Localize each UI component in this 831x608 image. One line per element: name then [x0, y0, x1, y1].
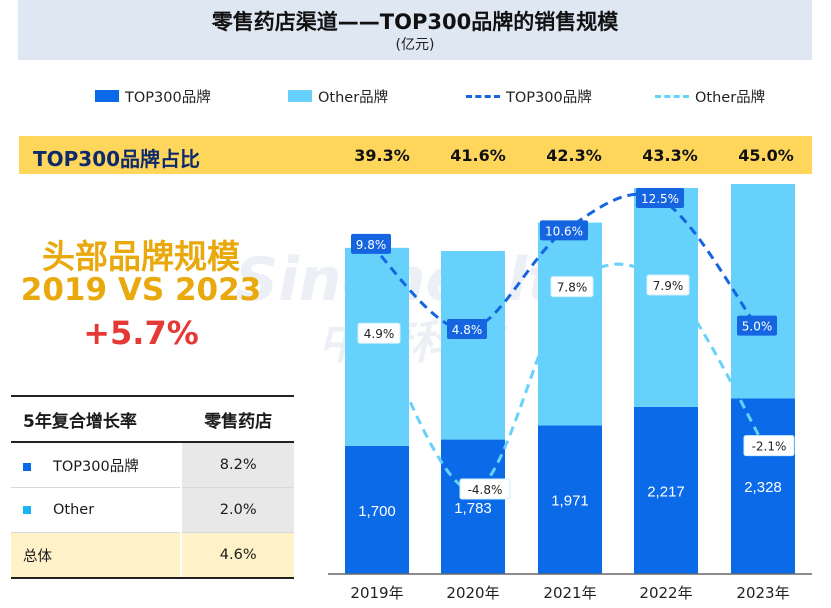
- point-label: 5.0%: [742, 320, 773, 334]
- bar-top300: [538, 425, 602, 574]
- bar-other: [634, 187, 698, 407]
- legend-dash: [466, 94, 500, 98]
- bar-other: [345, 247, 409, 446]
- point-label: 10.6%: [545, 224, 583, 238]
- row-name: TOP300品牌: [53, 458, 139, 475]
- bar-top300: [634, 406, 698, 574]
- legend-item-top300-line: TOP300品牌: [466, 86, 592, 106]
- point-label-bg: [550, 276, 594, 298]
- table-row: Other 2.0%: [11, 487, 294, 533]
- point-label: 4.9%: [364, 327, 395, 341]
- row-value: 8.2%: [180, 442, 294, 488]
- row-name: 总体: [11, 532, 182, 579]
- legend-item-other-line: Other品牌: [655, 86, 765, 106]
- x-tick-label: 2021年: [543, 584, 596, 602]
- row-value: 4.6%: [180, 532, 294, 579]
- headline-title: 头部品牌规模: [42, 237, 240, 276]
- share-band: TOP300品牌占比 39.3% 41.6% 42.3% 43.3% 45.0%: [19, 136, 812, 174]
- point-label-bg: [636, 188, 684, 208]
- point-label-bg: [447, 319, 487, 339]
- title-band: 零售药店渠道——TOP300品牌的销售规模 (亿元): [18, 0, 812, 60]
- bar-value-label: 2,328: [744, 479, 782, 496]
- point-label: 4.8%: [452, 323, 483, 337]
- point-label-bg: [459, 478, 511, 500]
- legend-label: TOP300品牌: [125, 89, 211, 106]
- table-row: TOP300品牌 8.2%: [11, 442, 294, 488]
- legend-item-top300-bar: TOP300品牌: [95, 86, 211, 106]
- series-line-other: [377, 262, 767, 492]
- point-label: -2.1%: [752, 440, 787, 454]
- bar-other: [731, 183, 795, 399]
- bullet-icon: [23, 462, 31, 471]
- legend-item-other-bar: Other品牌: [288, 86, 388, 106]
- bar-value-label: 1,700: [358, 503, 396, 520]
- point-label: 9.8%: [356, 238, 387, 252]
- table-row: 总体 4.6%: [11, 532, 294, 579]
- bar-other: [441, 251, 505, 440]
- headline-growth: +5.7%: [83, 314, 199, 352]
- chart-title: 零售药店渠道——TOP300品牌的销售规模: [211, 10, 619, 34]
- legend-swatch: [95, 90, 119, 102]
- bar-value-label: 2,217: [647, 483, 685, 500]
- bullet-icon: [23, 506, 31, 514]
- cagr-table: 5年复合增长率 零售药店 TOP300品牌 8.2% Other 2.0% 总体…: [11, 395, 294, 579]
- x-tick-label: 2022年: [639, 584, 692, 602]
- legend-swatch: [288, 90, 312, 102]
- x-tick-label: 2023年: [736, 584, 789, 602]
- share-label: TOP300品牌占比: [33, 147, 201, 171]
- point-label: 7.9%: [653, 279, 684, 293]
- point-label-bg: [743, 435, 795, 457]
- share-value: 45.0%: [738, 146, 794, 165]
- point-label-bg: [540, 220, 588, 241]
- legend-label: TOP300品牌: [506, 89, 592, 106]
- bar-value-label: 1,971: [551, 493, 589, 510]
- point-label-bg: [351, 233, 391, 254]
- watermark-text: Sinohealth: [235, 245, 599, 315]
- legend-dash: [655, 94, 689, 98]
- bar-value-label: 1,783: [454, 500, 492, 517]
- point-label-bg: [646, 274, 690, 296]
- row-name: Other: [53, 502, 95, 518]
- point-label-bg: [357, 322, 401, 344]
- chart-subtitle: (亿元): [395, 37, 435, 53]
- cagr-header: 零售药店: [180, 395, 294, 443]
- point-label: 12.5%: [641, 192, 679, 206]
- row-value: 2.0%: [180, 487, 294, 533]
- share-value: 41.6%: [450, 146, 506, 165]
- cagr-header: 5年复合增长率: [11, 395, 182, 443]
- point-label: -4.8%: [468, 483, 503, 497]
- headline-years: 2019 VS 2023: [20, 272, 262, 308]
- x-tick-label: 2020年: [446, 584, 499, 602]
- share-value: 42.3%: [546, 146, 602, 165]
- share-value: 43.3%: [642, 146, 698, 165]
- point-label-bg: [737, 315, 777, 336]
- point-label: 7.8%: [557, 281, 588, 295]
- bar-top300: [441, 439, 505, 574]
- bar-top300: [345, 445, 409, 574]
- bar-top300: [731, 398, 795, 574]
- share-value: 39.3%: [354, 146, 410, 165]
- legend-label: Other品牌: [318, 89, 389, 106]
- bar-other: [538, 222, 602, 426]
- x-tick-label: 2019年: [350, 584, 403, 602]
- legend-label: Other品牌: [695, 89, 766, 106]
